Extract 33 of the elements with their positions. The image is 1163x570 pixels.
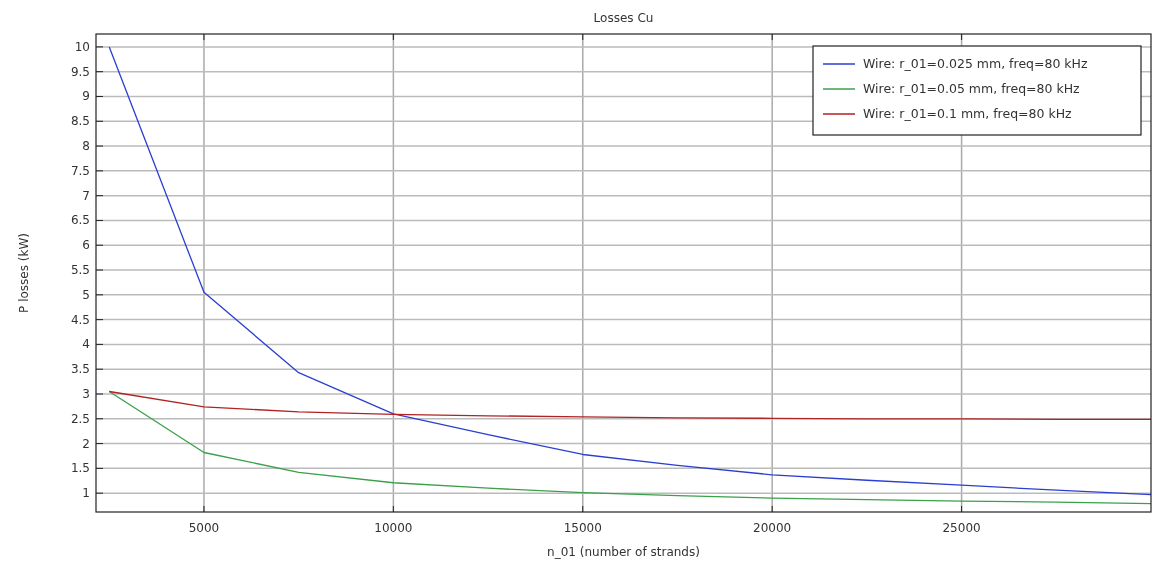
y-tick-label: 6 bbox=[82, 238, 90, 253]
y-tick-label: 9.5 bbox=[70, 64, 90, 79]
y-tick-label: 8 bbox=[82, 139, 90, 154]
y-tick-label: 7 bbox=[82, 188, 90, 203]
y-tick-label: 4 bbox=[82, 337, 90, 352]
chart-title: Losses Cu bbox=[593, 11, 654, 25]
y-tick-label: 3 bbox=[82, 386, 90, 401]
line-series bbox=[108, 390, 1152, 505]
line-series bbox=[108, 390, 1152, 420]
y-tick-label: 4.5 bbox=[70, 312, 90, 327]
y-tick-label: 3.5 bbox=[70, 362, 90, 377]
legend-label: Wire: r_01=0.025 mm, freq=80 kHz bbox=[863, 56, 1089, 71]
y-tick-label: 1.5 bbox=[70, 461, 90, 476]
legend-label: Wire: r_01=0.05 mm, freq=80 kHz bbox=[863, 81, 1081, 96]
y-tick-label: 10 bbox=[74, 39, 90, 54]
x-tick-label: 25000 bbox=[942, 521, 981, 535]
x-tick-label: 5000 bbox=[188, 521, 220, 535]
y-tick-label: 7.5 bbox=[70, 163, 90, 178]
x-tick-label: 10000 bbox=[374, 521, 413, 535]
y-tick-label: 5.5 bbox=[70, 263, 90, 278]
y-tick-label: 8.5 bbox=[70, 114, 90, 129]
y-tick-label: 1 bbox=[82, 486, 90, 501]
x-axis-title: n_01 (number of strands) bbox=[547, 545, 700, 559]
x-tick-label: 20000 bbox=[753, 521, 792, 535]
y-tick-label: 2.5 bbox=[70, 411, 90, 426]
legend-label: Wire: r_01=0.1 mm, freq=80 kHz bbox=[863, 106, 1073, 121]
y-tick-label: 2 bbox=[82, 436, 90, 451]
y-tick-label: 9 bbox=[82, 89, 90, 104]
y-tick-label: 5 bbox=[82, 287, 90, 302]
line-series bbox=[108, 46, 1152, 496]
x-tick-label: 15000 bbox=[563, 521, 602, 535]
y-tick-label: 6.5 bbox=[70, 213, 90, 228]
y-axis-title: P losses (kW) bbox=[17, 233, 31, 313]
